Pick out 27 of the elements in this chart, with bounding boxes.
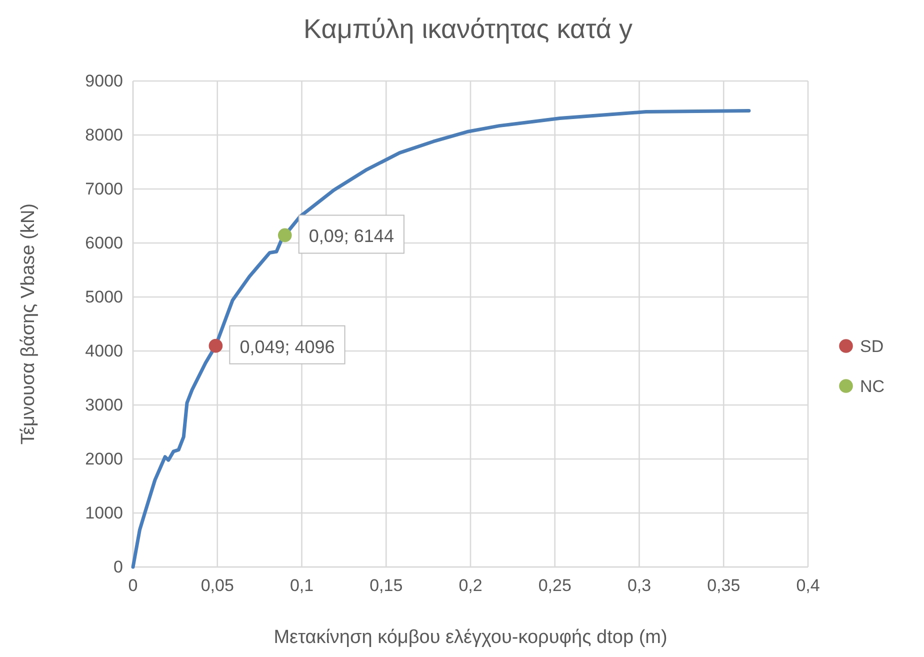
data-label: 0,09; 6144 <box>308 226 394 246</box>
line-series <box>131 108 751 569</box>
legend-label: SD <box>860 337 884 356</box>
data-label: 0,049; 4096 <box>240 336 335 357</box>
x-tick-label: 0,05 <box>200 576 234 596</box>
chart-title: Καμπύλη ικανότητας κατά y <box>304 14 633 44</box>
y-axis-title: Τέμνουσα βάσης Vbase (kN) <box>18 203 39 445</box>
y-tick-label: 0 <box>114 557 123 576</box>
x-tick-label: 0,15 <box>370 576 403 596</box>
y-tick-label: 3000 <box>85 395 123 414</box>
y-tick-label: 9000 <box>85 71 123 90</box>
x-tick-label: 0,35 <box>707 576 740 596</box>
x-tick-label: 0,1 <box>290 576 314 596</box>
legend-label: NC <box>860 377 885 396</box>
y-tick-label: 7000 <box>85 179 123 198</box>
y-tick-label: 2000 <box>85 449 123 468</box>
x-tick-label: 0 <box>128 576 138 596</box>
x-tick-label: 0,3 <box>627 576 652 596</box>
y-tick-label: 8000 <box>85 125 123 144</box>
x-tick-label: 0,25 <box>538 576 572 596</box>
x-tick-label: 0,4 <box>796 576 820 596</box>
y-tick-label: 1000 <box>85 503 123 522</box>
x-tick-label: 0,2 <box>458 576 482 596</box>
y-tick-label: 6000 <box>85 233 123 252</box>
x-axis-title: Μετακίνηση κόμβου ελέγχου-κορυφής dtop (m) <box>274 627 668 648</box>
y-tick-label: 4000 <box>85 341 123 360</box>
y-tick-label: 5000 <box>85 287 123 306</box>
